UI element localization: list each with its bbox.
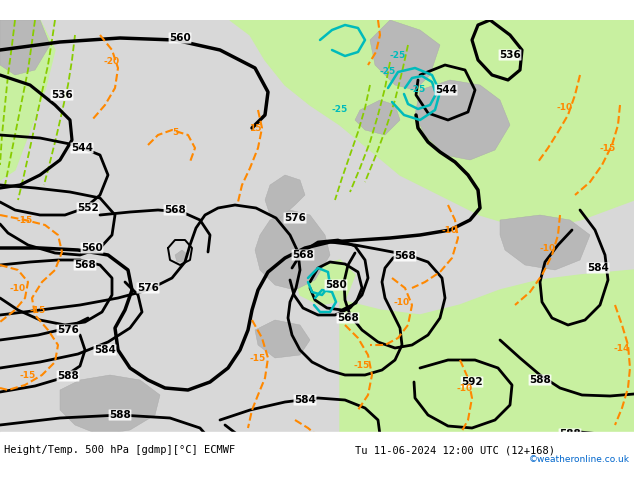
- Text: Tu 11-06-2024 12:00 UTC (12+168): Tu 11-06-2024 12:00 UTC (12+168): [355, 445, 555, 455]
- Polygon shape: [0, 20, 50, 75]
- Text: 544: 544: [71, 143, 93, 153]
- Polygon shape: [295, 260, 355, 305]
- Text: 592: 592: [461, 377, 483, 387]
- Text: 576: 576: [284, 213, 306, 223]
- Text: -15: -15: [30, 305, 46, 315]
- Bar: [0, 432, 634, 470]
- Text: 588: 588: [57, 371, 79, 381]
- Polygon shape: [175, 250, 188, 262]
- Text: 568: 568: [337, 313, 359, 323]
- Text: 544: 544: [435, 85, 457, 95]
- Text: 588: 588: [109, 410, 131, 420]
- Text: -25: -25: [410, 85, 426, 95]
- Polygon shape: [255, 210, 330, 290]
- Text: -10: -10: [10, 284, 26, 293]
- Text: 15: 15: [249, 123, 261, 132]
- Text: -25: -25: [332, 105, 348, 115]
- Text: 584: 584: [294, 395, 316, 405]
- Text: 576: 576: [137, 283, 159, 293]
- Text: 552: 552: [77, 203, 99, 213]
- Polygon shape: [255, 320, 310, 358]
- Text: 588: 588: [529, 375, 551, 385]
- Polygon shape: [415, 80, 510, 160]
- Polygon shape: [500, 215, 590, 270]
- Text: 568: 568: [74, 260, 96, 270]
- Polygon shape: [265, 175, 305, 220]
- Text: 560: 560: [169, 33, 191, 43]
- Text: 584: 584: [94, 345, 116, 355]
- Text: 536: 536: [51, 90, 73, 100]
- Text: -15: -15: [20, 370, 36, 379]
- Polygon shape: [60, 375, 160, 435]
- Text: -15: -15: [17, 216, 33, 224]
- Polygon shape: [370, 20, 440, 90]
- Text: -14: -14: [614, 343, 630, 352]
- Text: -15: -15: [354, 361, 370, 369]
- Polygon shape: [230, 20, 634, 230]
- Polygon shape: [0, 435, 634, 470]
- Text: 576: 576: [57, 325, 79, 335]
- Text: ©weatheronline.co.uk: ©weatheronline.co.uk: [529, 455, 630, 464]
- Text: -10: -10: [557, 103, 573, 113]
- Text: 5: 5: [172, 127, 178, 137]
- Text: 588: 588: [559, 429, 581, 439]
- Text: -10: -10: [442, 225, 458, 235]
- Text: -10: -10: [304, 434, 320, 442]
- Text: Height/Temp. 500 hPa [gdmp][°C] ECMWF: Height/Temp. 500 hPa [gdmp][°C] ECMWF: [4, 445, 235, 455]
- Polygon shape: [340, 270, 634, 470]
- Text: 568: 568: [292, 250, 314, 260]
- Text: 584: 584: [587, 263, 609, 273]
- Text: -10: -10: [457, 384, 473, 392]
- Text: 568: 568: [164, 205, 186, 215]
- Text: -10: -10: [394, 297, 410, 307]
- Text: 568: 568: [394, 251, 416, 261]
- Text: -15: -15: [600, 144, 616, 152]
- Text: -25: -25: [380, 68, 396, 76]
- Text: 580: 580: [325, 280, 347, 290]
- Text: -25: -25: [390, 50, 406, 59]
- Text: 536: 536: [499, 50, 521, 60]
- Polygon shape: [0, 20, 55, 180]
- Text: 560: 560: [81, 243, 103, 253]
- Text: -15: -15: [250, 353, 266, 363]
- Text: -20: -20: [104, 57, 120, 67]
- Polygon shape: [355, 100, 400, 135]
- Text: -10: -10: [540, 244, 556, 252]
